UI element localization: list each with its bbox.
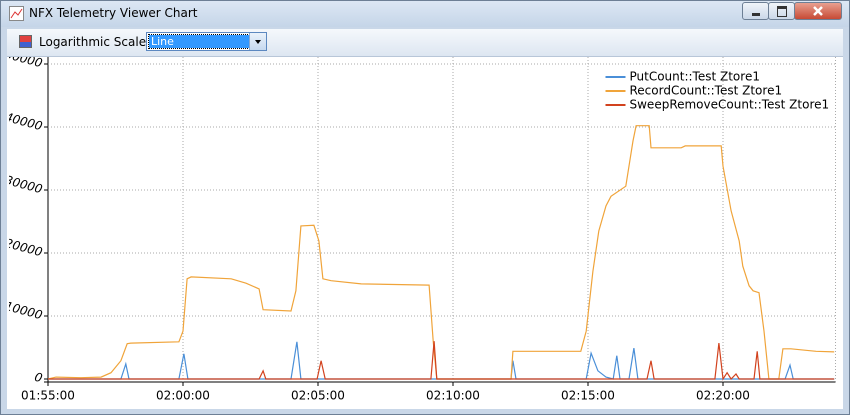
maximize-button[interactable] [768, 2, 795, 20]
close-button[interactable] [794, 2, 842, 20]
x-tick-label: 02:15:00 [561, 389, 615, 403]
combo-arrow [255, 40, 261, 44]
close-icon [813, 6, 823, 16]
app-icon [9, 6, 24, 21]
y-tick-label: 0 [33, 370, 44, 386]
x-tick-label: 02:10:00 [426, 389, 480, 403]
title-bar: NFX Telemetry Viewer Chart [1, 1, 849, 27]
series-line [48, 341, 835, 380]
legend-label: SweepRemoveCount::Test Ztore1 [630, 98, 830, 112]
toolbar: Logarithmic Scale Line [7, 29, 843, 57]
minimize-button[interactable] [742, 2, 769, 20]
y-tick-label: 10000 [7, 299, 44, 322]
chart: 0 10000 20000 30000 40000 50000 01:55:00 02:00… [7, 57, 843, 409]
x-tick-label: 02:00:00 [156, 389, 210, 403]
combo-dropdown[interactable] [249, 33, 266, 50]
series-line [48, 341, 835, 381]
y-tick-label: 30000 [7, 173, 44, 196]
series-line [47, 125, 835, 380]
y-tick-label: 40000 [7, 110, 44, 133]
combo-value: Line [148, 34, 250, 49]
x-tick-label: 01:55:00 [21, 389, 75, 403]
window-title: NFX Telemetry Viewer Chart [29, 6, 198, 20]
y-tick-label: 50000 [7, 57, 44, 70]
x-tick-label: 02:05:00 [291, 389, 345, 403]
log-scale-toggle[interactable] [19, 35, 33, 49]
chart-type-combo[interactable]: Line [146, 32, 267, 51]
legend-label: PutCount::Test Ztore1 [630, 70, 760, 84]
log-scale-label[interactable]: Logarithmic Scale [39, 35, 147, 49]
legend-label: RecordCount::Test Ztore1 [630, 84, 783, 98]
y-tick-label: 20000 [7, 236, 44, 259]
x-tick-label: 02:20:00 [696, 389, 750, 403]
